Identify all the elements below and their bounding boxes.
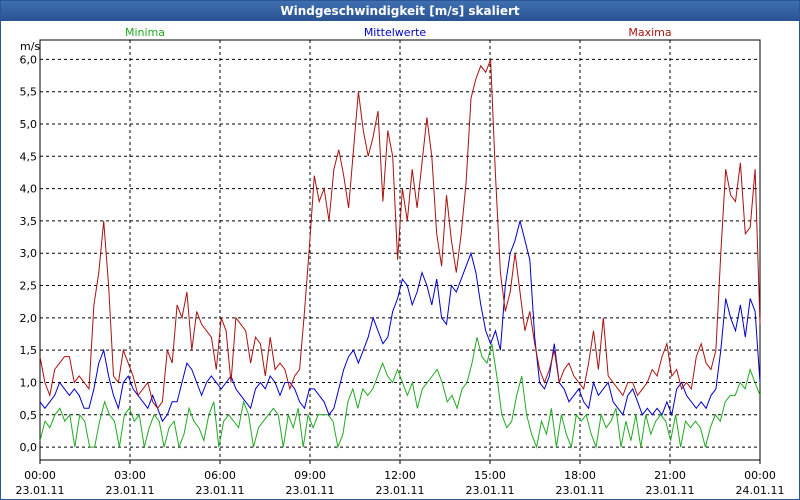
y-tick-label: 5,0: [20, 118, 38, 131]
x-tick-date: 23.01.11: [376, 484, 425, 497]
series-line-maxima: [39, 59, 761, 410]
y-tick-label: 0,0: [20, 441, 38, 454]
y-tick-label: 5,5: [20, 86, 38, 99]
legend-minima: Minima: [125, 26, 165, 39]
x-tick-time: 21:00: [654, 469, 686, 482]
y-tick-label: 6,0: [20, 53, 38, 66]
x-tick-time: 03:00: [114, 469, 146, 482]
y-axis-label: m/s: [20, 40, 40, 53]
x-tick-time: 00:00: [24, 469, 56, 482]
x-tick-date: 23.01.11: [466, 484, 515, 497]
y-tick-label: 2,0: [20, 312, 38, 325]
x-tick-time: 15:00: [474, 469, 506, 482]
series-line-mittelwerte: [39, 220, 761, 423]
x-tick-time: 12:00: [384, 469, 416, 482]
x-tick-date: 23.01.11: [196, 484, 245, 497]
x-tick-time: 00:00: [744, 469, 776, 482]
x-tick-time: 06:00: [204, 469, 236, 482]
y-tick-label: 3,0: [20, 247, 38, 260]
x-tick-date: 24.01.11: [736, 484, 785, 497]
window-title: Windgeschwindigkeit [m/s] skaliert: [1, 1, 799, 21]
y-tick-label: 4,5: [20, 150, 38, 163]
y-tick-label: 4,0: [20, 183, 38, 196]
series-line-minima: [39, 337, 761, 450]
x-tick-date: 23.01.11: [556, 484, 605, 497]
x-tick-date: 23.01.11: [16, 484, 65, 497]
x-tick-time: 18:00: [564, 469, 596, 482]
y-tick-label: 1,5: [20, 344, 38, 357]
x-tick-date: 23.01.11: [286, 484, 335, 497]
x-tick-date: 23.01.11: [106, 484, 155, 497]
y-tick-label: 0,5: [20, 409, 38, 422]
legend-mittelwerte: Mittelwerte: [364, 26, 427, 39]
x-tick-date: 23.01.11: [646, 484, 695, 497]
y-tick-label: 3,5: [20, 215, 38, 228]
y-tick-label: 2,5: [20, 280, 38, 293]
x-tick-time: 09:00: [294, 469, 326, 482]
y-tick-label: 1,0: [20, 376, 38, 389]
legend-maxima: Maxima: [628, 26, 671, 39]
